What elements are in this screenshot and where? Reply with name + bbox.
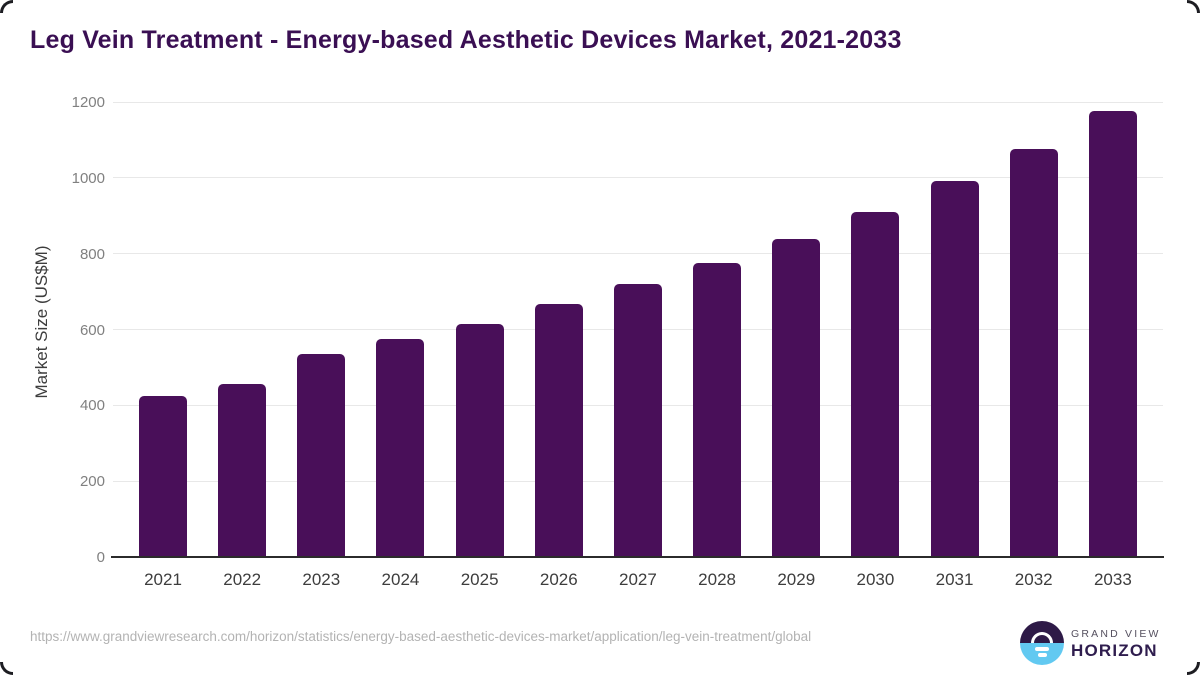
gridline-1200 xyxy=(113,101,1163,103)
x-tick-2029: 2029 xyxy=(777,570,816,589)
bar-2029 xyxy=(772,238,821,557)
gridline-800 xyxy=(113,253,1163,255)
grand-view-horizon-logo: GRAND VIEW HORIZON xyxy=(1020,621,1160,666)
y-tick-0: 0 xyxy=(96,549,105,566)
chart-title: Leg Vein Treatment - Energy-based Aesthe… xyxy=(30,26,902,54)
horizon-logo-icon xyxy=(1020,621,1064,665)
x-tick-2023: 2023 xyxy=(302,570,341,589)
y-axis-tick-labels: 0 200 400 600 800 1000 1200 xyxy=(0,94,105,566)
bar-2022 xyxy=(218,384,267,557)
horizon-reflection-line-2 xyxy=(1037,653,1047,657)
card-corner-top-right xyxy=(1187,0,1200,13)
y-tick-200: 200 xyxy=(79,473,105,491)
x-tick-2028: 2028 xyxy=(698,570,736,589)
y-tick-1000: 1000 xyxy=(71,169,105,187)
x-tick-2021: 2021 xyxy=(144,570,182,589)
x-tick-2024: 2024 xyxy=(381,570,420,589)
bar-2024 xyxy=(376,338,425,557)
bar-2021 xyxy=(139,396,187,557)
bar-2026 xyxy=(534,304,583,557)
bar-2032 xyxy=(1009,149,1058,557)
bar-2031 xyxy=(930,181,979,557)
logo-product-name: HORIZON xyxy=(1071,641,1158,660)
sun-dome-icon xyxy=(1031,632,1053,643)
x-axis-tick-labels: 2021 2022 2023 2024 2025 2026 2027 2028 2029 2030… xyxy=(113,570,1163,590)
bar-2027 xyxy=(613,284,662,557)
x-tick-2027: 2027 xyxy=(619,570,657,589)
x-axis-line xyxy=(111,556,1164,558)
card-corner-bottom-left xyxy=(0,662,13,675)
plot-area xyxy=(111,101,1164,558)
x-tick-2022: 2022 xyxy=(223,570,262,589)
logo-brand-name: GRAND VIEW xyxy=(1071,628,1161,640)
gridline-1000 xyxy=(113,177,1163,179)
y-tick-600: 600 xyxy=(79,321,105,339)
x-tick-2026: 2026 xyxy=(539,570,578,589)
x-tick-2033: 2033 xyxy=(1093,570,1132,589)
x-tick-2025: 2025 xyxy=(460,570,499,589)
x-tick-2031: 2031 xyxy=(935,570,974,589)
horizon-reflection-line-1 xyxy=(1035,647,1049,651)
bar-2033 xyxy=(1088,111,1137,557)
source-url-text: https://www.grandviewresearch.com/horizo… xyxy=(30,629,812,644)
bar-2028 xyxy=(693,262,742,557)
y-tick-400: 400 xyxy=(79,397,105,415)
y-tick-800: 800 xyxy=(79,245,105,263)
bar-2025 xyxy=(455,323,504,557)
bar-series xyxy=(113,102,1163,557)
bar-2023 xyxy=(297,354,346,557)
x-tick-2030: 2030 xyxy=(856,570,895,589)
bar-2030 xyxy=(851,211,900,557)
card-corner-top-left xyxy=(0,0,13,13)
x-tick-2032: 2032 xyxy=(1014,570,1053,589)
y-tick-1200: 1200 xyxy=(71,94,105,111)
card-corner-bottom-right xyxy=(1187,662,1200,675)
